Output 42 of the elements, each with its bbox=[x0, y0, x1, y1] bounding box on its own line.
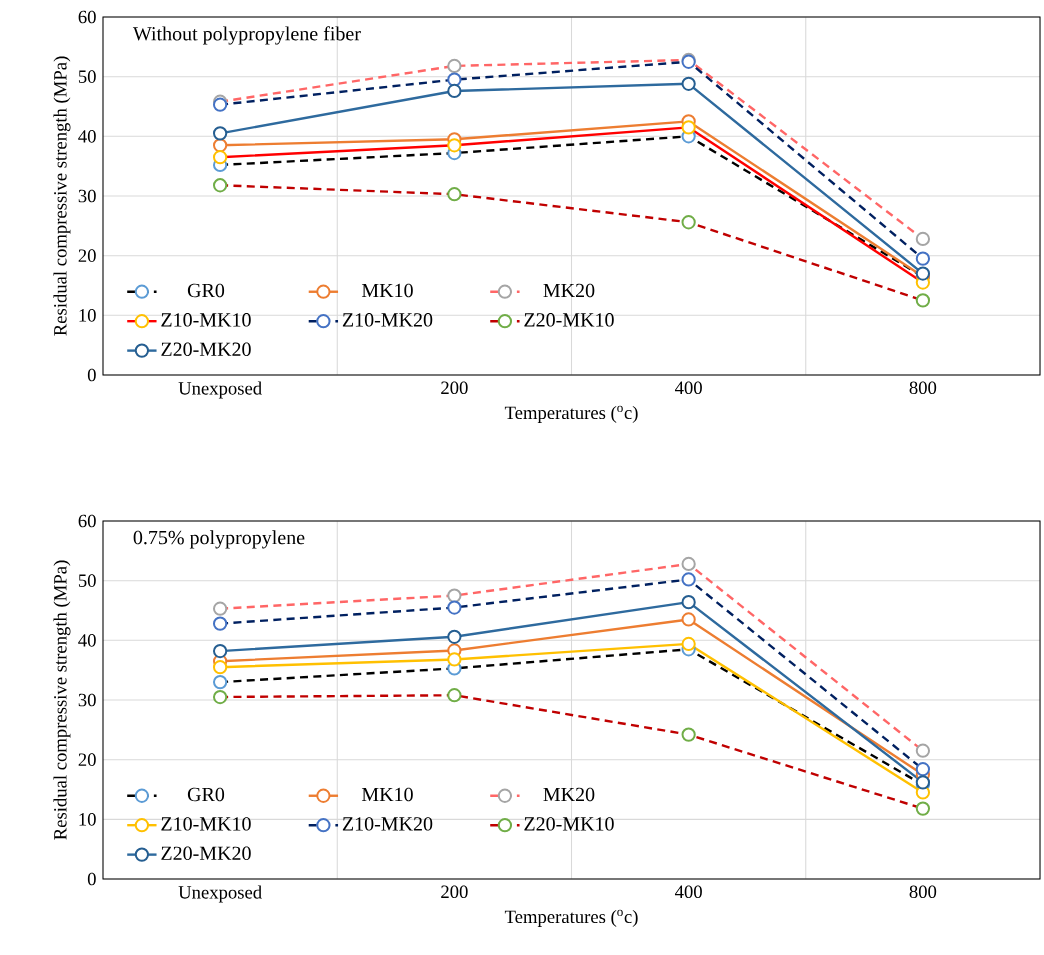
y-tick-label: 10 bbox=[79, 813, 96, 826]
x-tick-label: 400 bbox=[674, 885, 702, 899]
x-tick-label: 200 bbox=[441, 381, 468, 395]
legend-label: Z10-MK10 bbox=[161, 313, 251, 327]
legend-label: Z20-MK10 bbox=[524, 817, 614, 831]
y-tick-label: 60 bbox=[78, 10, 96, 24]
x-tick-label: 400 bbox=[674, 381, 702, 395]
y-tick-label: 20 bbox=[78, 753, 96, 766]
y-axis-title: Residual compressive strength (MPa) bbox=[53, 56, 71, 336]
x-tick-label: 800 bbox=[909, 381, 937, 395]
y-axis-title: Residual compressive strength (MPa) bbox=[53, 560, 71, 840]
legend-label: MK10 bbox=[361, 787, 413, 802]
y-tick-label: 0 bbox=[87, 368, 96, 382]
legend-label: MK10 bbox=[361, 283, 413, 298]
y-tick-label: 20 bbox=[78, 249, 96, 262]
x-tick-label: 800 bbox=[909, 885, 937, 899]
x-tick-label: Unexposed bbox=[178, 381, 262, 399]
chart-title: Without polypropylene fiber bbox=[132, 26, 361, 45]
legend-label: Z20-MK20 bbox=[161, 342, 251, 357]
legend-label: MK20 bbox=[543, 787, 595, 802]
legend-label: Z10-MK20 bbox=[342, 313, 433, 327]
y-tick-label: 0 bbox=[87, 872, 96, 886]
y-tick-label: 60 bbox=[78, 514, 96, 528]
legend-label: Z10-MK20 bbox=[342, 817, 433, 831]
legend-label: GR0 bbox=[187, 787, 225, 802]
legend-label: Z20-MK20 bbox=[161, 846, 251, 861]
x-axis-title: Temperatures ($^{o}$c) bbox=[504, 909, 638, 927]
x-axis-title: Temperatures ($^{o}$c) bbox=[504, 405, 638, 423]
y-tick-label: 40 bbox=[78, 130, 96, 143]
y-tick-label: 30 bbox=[78, 693, 96, 707]
legend-label: Z10-MK10 bbox=[161, 817, 251, 831]
y-tick-label: 10 bbox=[79, 309, 96, 322]
chart-title: 0.75% polypropylene bbox=[133, 530, 305, 549]
x-tick-label: Unexposed bbox=[178, 885, 262, 903]
y-tick-label: 50 bbox=[78, 70, 96, 83]
legend-label: GR0 bbox=[187, 283, 225, 298]
y-tick-label: 50 bbox=[78, 574, 96, 587]
y-tick-label: 40 bbox=[78, 634, 96, 647]
x-tick-label: 200 bbox=[441, 885, 468, 899]
legend-label: Z20-MK10 bbox=[524, 313, 614, 327]
legend-label: MK20 bbox=[543, 283, 595, 298]
y-tick-label: 30 bbox=[78, 189, 96, 203]
